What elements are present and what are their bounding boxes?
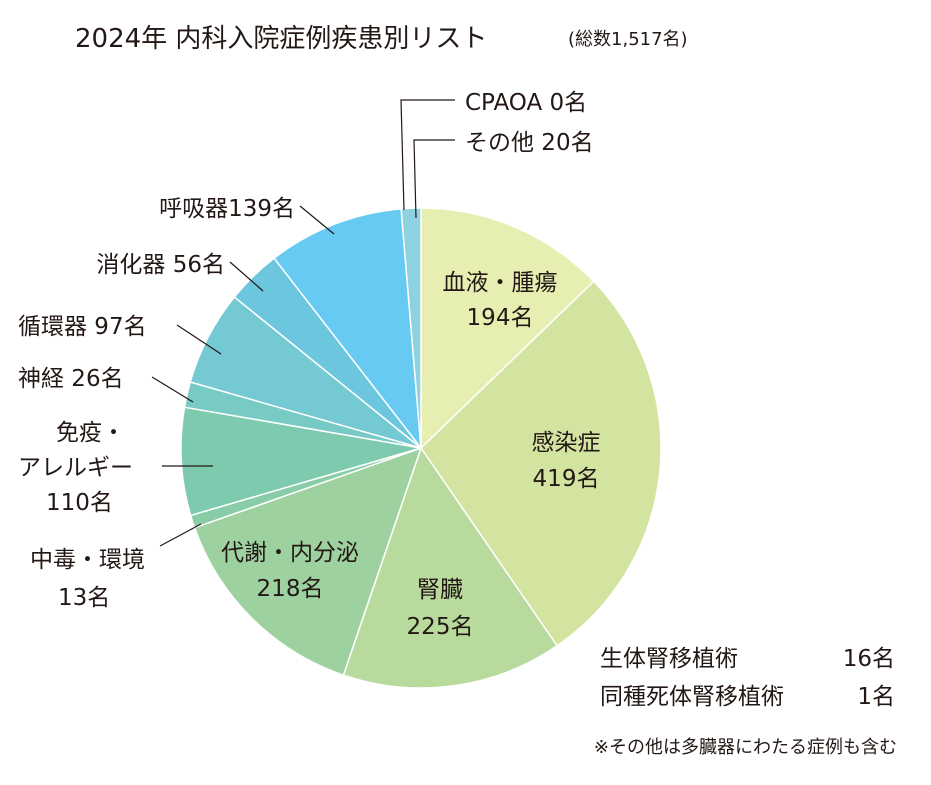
pie-slice-9 [273, 208, 422, 451]
footnote: ※その他は多臓器にわたる症例も含む [594, 737, 897, 758]
leader-line-poison [159, 523, 202, 547]
label-blood-name: 血液・腫瘍 [443, 270, 558, 296]
label-immune-line2: アレルギー [18, 455, 133, 481]
transplant-deceased-label: 同種死体腎移植術 [600, 684, 784, 710]
label-immune-line1: 免疫・ [56, 420, 125, 446]
label-infection-value: 419名 [533, 466, 600, 492]
label-poison-line1: 中毒・環境 [30, 547, 145, 573]
label-digestive: 消化器 56名 [96, 252, 225, 278]
label-immune-line3: 110名 [46, 490, 113, 516]
label-neuro: 神経 26名 [18, 366, 124, 392]
pie-slice-3 [193, 446, 423, 677]
leader-line-respiratory [299, 205, 335, 235]
leader-line-cpaoa [400, 99, 455, 211]
slices [180, 207, 662, 689]
transplant-deceased-value: 1名 [857, 684, 895, 710]
pie-slice-1 [420, 280, 662, 647]
chart-title: 2024年 内科入院症例疾患別リスト [75, 24, 487, 54]
chart-subtitle: (総数1,517名) [568, 29, 688, 50]
label-kidney-value: 225名 [407, 614, 474, 640]
pie-slice-5 [180, 406, 422, 517]
transplant-living-value: 16名 [843, 646, 895, 672]
leader-line-circulatory [176, 324, 222, 355]
pie-slice-0 [420, 207, 595, 450]
pie-slice-10 [400, 207, 422, 449]
label-infection-name: 感染症 [532, 430, 601, 456]
label-cpaoa: CPAOA 0名 [465, 90, 587, 116]
label-respiratory: 呼吸器139名 [159, 196, 295, 222]
pie-slice-2 [342, 446, 559, 689]
label-other: その他 20名 [465, 130, 594, 156]
label-poison-line2: 13名 [58, 585, 110, 611]
leader-line-other [413, 139, 455, 219]
label-metabolic-value: 218名 [257, 576, 324, 602]
label-blood-value: 194名 [467, 305, 534, 331]
label-kidney-name: 腎臓 [417, 577, 463, 603]
transplant-living-label: 生体腎移植術 [600, 646, 738, 672]
label-metabolic-name: 代謝・内分泌 [221, 540, 359, 566]
leader-line-digestive [229, 261, 264, 292]
leader-line-neuro [151, 376, 194, 403]
label-circulatory: 循環器 97名 [18, 314, 147, 340]
